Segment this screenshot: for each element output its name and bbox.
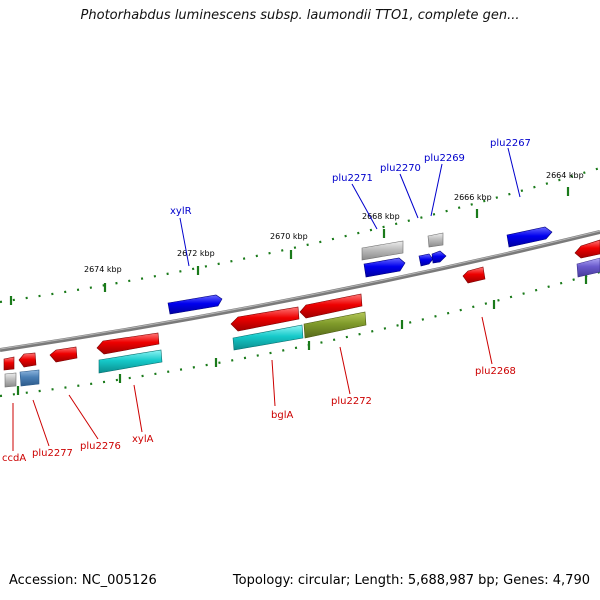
gene-label-plu2267[interactable]: plu2267 (490, 138, 531, 149)
gene-plu2269[interactable] (431, 250, 447, 264)
gene-plu2271[interactable] (363, 257, 406, 278)
scale-label-2674: 2674 kbp (84, 265, 122, 274)
gene-plu2276[interactable] (49, 346, 78, 363)
footer: Accession: NC_005126 Topology: circular;… (9, 573, 590, 588)
scale-label-2668: 2668 kbp (362, 212, 400, 221)
gene-label-plu2277[interactable]: plu2277 (32, 448, 73, 459)
gene-edge-right[interactable] (574, 239, 600, 278)
genome-backbone (0, 230, 600, 352)
gene-plu2271-rna[interactable] (361, 240, 404, 261)
gene-xylR[interactable] (167, 294, 223, 315)
gene-label-ccdA[interactable]: ccdA (2, 453, 26, 464)
reverse-callouts (12, 316, 493, 451)
forward-callouts (179, 147, 521, 267)
gene-plu2269-rna[interactable] (427, 232, 444, 248)
gene-label-xylA[interactable]: xylA (132, 434, 154, 445)
scale-label-2672: 2672 kbp (177, 249, 215, 258)
accession-text: Accession: NC_005126 (9, 573, 157, 588)
map-title: Photorhabdus luminescens subsp. laumondi… (80, 8, 520, 23)
gene-label-plu2271[interactable]: plu2271 (332, 173, 373, 184)
gene-plu2268[interactable] (462, 266, 486, 284)
gene-label-bglA[interactable]: bglA (271, 410, 293, 421)
genome-summary-text: Topology: circular; Length: 5,688,987 bp… (232, 573, 590, 588)
gene-bglA[interactable] (230, 306, 304, 351)
gene-ccdA[interactable] (3, 356, 17, 388)
gene-label-plu2269[interactable]: plu2269 (424, 153, 465, 164)
scale-label-2664: 2664 kbp (546, 171, 584, 180)
gene-label-xylR[interactable]: xylR (170, 206, 192, 217)
gene-label-plu2268[interactable]: plu2268 (475, 366, 516, 377)
gene-plu2277[interactable] (18, 352, 40, 387)
genome-backbone-highlight (0, 230, 600, 350)
gene-label-plu2270[interactable]: plu2270 (380, 163, 421, 174)
gene-plu2272[interactable] (299, 293, 367, 339)
gene-plu2270[interactable] (418, 253, 434, 267)
gene-label-plu2272[interactable]: plu2272 (331, 396, 372, 407)
gene-xylA[interactable] (96, 332, 163, 374)
gene-plu2267[interactable] (506, 226, 553, 248)
scale-label-2670: 2670 kbp (270, 232, 308, 241)
scale-label-2666: 2666 kbp (454, 193, 492, 202)
gene-label-plu2276[interactable]: plu2276 (80, 441, 121, 452)
major-ticks (9, 187, 588, 395)
